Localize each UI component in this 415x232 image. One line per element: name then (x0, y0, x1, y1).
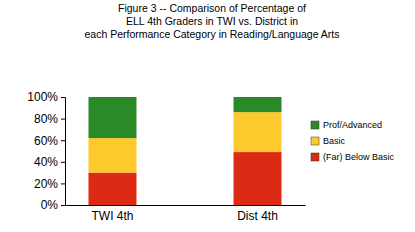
legend-swatch (311, 121, 319, 129)
bar-segment (234, 152, 282, 205)
y-tick-mark (61, 205, 65, 206)
y-tick-label: 60% (34, 134, 58, 148)
y-tick-mark (61, 140, 65, 141)
x-tick: TWI 4th (91, 205, 133, 223)
title-line: Figure 3 -- Comparison of Percentage of (118, 2, 306, 14)
legend-swatch (311, 137, 319, 145)
x-axis-line (66, 205, 306, 206)
series (88, 97, 281, 138)
x-tick: Dist 4th (237, 205, 278, 223)
bar-segment (88, 173, 136, 205)
y-tick: 60% (34, 134, 65, 148)
legend-swatch (311, 153, 319, 161)
y-tick-mark (61, 119, 65, 120)
title: Figure 3 -- Comparison of Percentage ofE… (84, 2, 339, 40)
y-tick-mark (61, 183, 65, 184)
y-tick-mark (61, 162, 65, 163)
y-tick-label: 20% (34, 177, 58, 191)
bar-segment (88, 138, 136, 173)
legend-label: (Far) Below Basic (323, 152, 395, 162)
y-tick: 0% (41, 198, 65, 212)
y-tick-label: 100% (27, 90, 58, 104)
title-line: ELL 4th Graders in TWI vs. District in (126, 15, 298, 27)
bar-segment (234, 112, 282, 152)
x-tick-label: Dist 4th (237, 209, 278, 223)
y-tick: 80% (34, 112, 65, 126)
x-tick-label: TWI 4th (91, 209, 133, 223)
y-tick-label: 80% (34, 112, 58, 126)
legend-label: Basic (323, 136, 346, 146)
bar-segment (88, 97, 136, 138)
y-tick: 40% (34, 155, 65, 169)
y-tick-label: 0% (41, 198, 59, 212)
chart: Figure 3 -- Comparison of Percentage ofE… (0, 0, 415, 232)
x-axis: TWI 4th Dist 4th (66, 205, 306, 223)
bars (88, 97, 281, 205)
y-tick-mark (61, 97, 65, 98)
y-tick-label: 40% (34, 155, 58, 169)
y-tick: 100% (27, 90, 65, 104)
legend: (Far) Below Basic Basic Prof/Advanced (311, 120, 395, 162)
y-tick: 20% (34, 177, 65, 191)
y-axis: 0% 20% 40% 60% 80% 100% (27, 90, 65, 212)
y-axis-line (61, 98, 66, 206)
bar-segment (234, 97, 282, 112)
legend-label: Prof/Advanced (323, 120, 382, 130)
title-line: each Performance Category in Reading/Lan… (84, 28, 339, 40)
